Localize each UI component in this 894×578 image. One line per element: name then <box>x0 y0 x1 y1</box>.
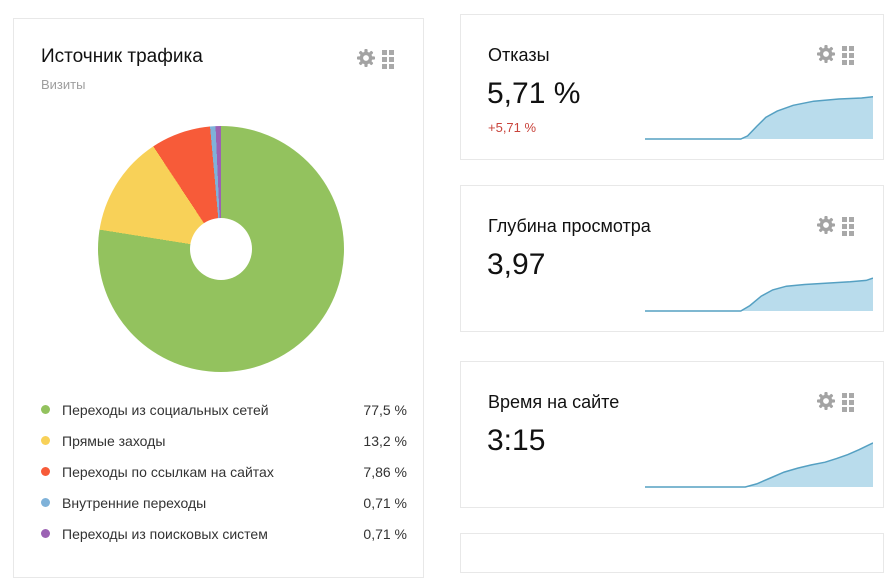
legend-label: Внутренние переходы <box>62 494 207 511</box>
legend-row[interactable]: Переходы из поисковых систем 0,71 % <box>41 518 407 549</box>
legend-dot <box>41 467 50 476</box>
metric-delta: +5,71 % <box>488 120 537 135</box>
metric-card-time-on-site: Время на сайте 3:15 <box>460 361 884 508</box>
metric-label: Визиты <box>41 77 86 92</box>
legend-label: Переходы из социальных сетей <box>62 401 269 418</box>
metric-card-page-depth: Глубина просмотра 3,97 <box>460 185 884 332</box>
metric-value: 3:15 <box>487 424 546 457</box>
gear-icon <box>816 392 836 414</box>
sparkline-chart <box>645 264 873 313</box>
card-title: Глубина просмотра <box>488 216 651 236</box>
card-title: Время на сайте <box>488 392 620 412</box>
gear-icon <box>816 216 836 238</box>
dashboard: { "traffic_card": { "title": "Источник т… <box>13 14 884 578</box>
sparkline-chart <box>645 440 873 489</box>
metric-card-bounces: Отказы 5,71 % +5,71 % <box>460 14 884 160</box>
gear-icon <box>816 45 836 67</box>
legend-dot <box>41 436 50 445</box>
drag-handle[interactable] <box>842 392 862 412</box>
legend-value: 7,86 % <box>363 463 407 480</box>
legend-label: Переходы из поисковых систем <box>62 525 268 542</box>
grid-dots-icon <box>842 45 854 65</box>
grid-dots-icon <box>842 216 854 236</box>
legend-label: Прямые заходы <box>62 432 166 449</box>
drag-handle[interactable] <box>842 45 862 65</box>
settings-button[interactable] <box>816 44 836 64</box>
settings-button[interactable] <box>816 215 836 235</box>
sparkline-chart <box>645 92 873 141</box>
legend-value: 0,71 % <box>363 494 407 511</box>
grid-dots-icon <box>842 392 854 412</box>
legend-label: Переходы по ссылкам на сайтах <box>62 463 274 480</box>
card-title: Отказы <box>488 45 550 65</box>
grid-dots-icon <box>382 49 394 69</box>
legend-value: 13,2 % <box>363 432 407 449</box>
chart-legend: Переходы из социальных сетей 77,5 % Прям… <box>41 394 407 549</box>
metric-value: 5,71 % <box>487 77 581 110</box>
legend-value: 0,71 % <box>363 525 407 542</box>
card-title: Источник трафика <box>41 46 203 67</box>
gear-icon <box>356 49 376 71</box>
legend-dot <box>41 529 50 538</box>
legend-dot <box>41 405 50 414</box>
metric-card-partial <box>460 533 884 573</box>
settings-button[interactable] <box>816 391 836 411</box>
drag-handle[interactable] <box>382 49 402 69</box>
settings-button[interactable] <box>356 48 376 68</box>
traffic-donut-chart[interactable] <box>98 126 344 372</box>
donut-hole <box>190 218 252 280</box>
metric-value: 3,97 <box>487 248 546 281</box>
legend-dot <box>41 498 50 507</box>
traffic-source-card: Источник трафика Визиты Пер <box>13 18 424 578</box>
drag-handle[interactable] <box>842 216 862 236</box>
legend-row[interactable]: Переходы по ссылкам на сайтах 7,86 % <box>41 456 407 487</box>
legend-row[interactable]: Переходы из социальных сетей 77,5 % <box>41 394 407 425</box>
legend-row[interactable]: Внутренние переходы 0,71 % <box>41 487 407 518</box>
legend-row[interactable]: Прямые заходы 13,2 % <box>41 425 407 456</box>
legend-value: 77,5 % <box>363 401 407 418</box>
